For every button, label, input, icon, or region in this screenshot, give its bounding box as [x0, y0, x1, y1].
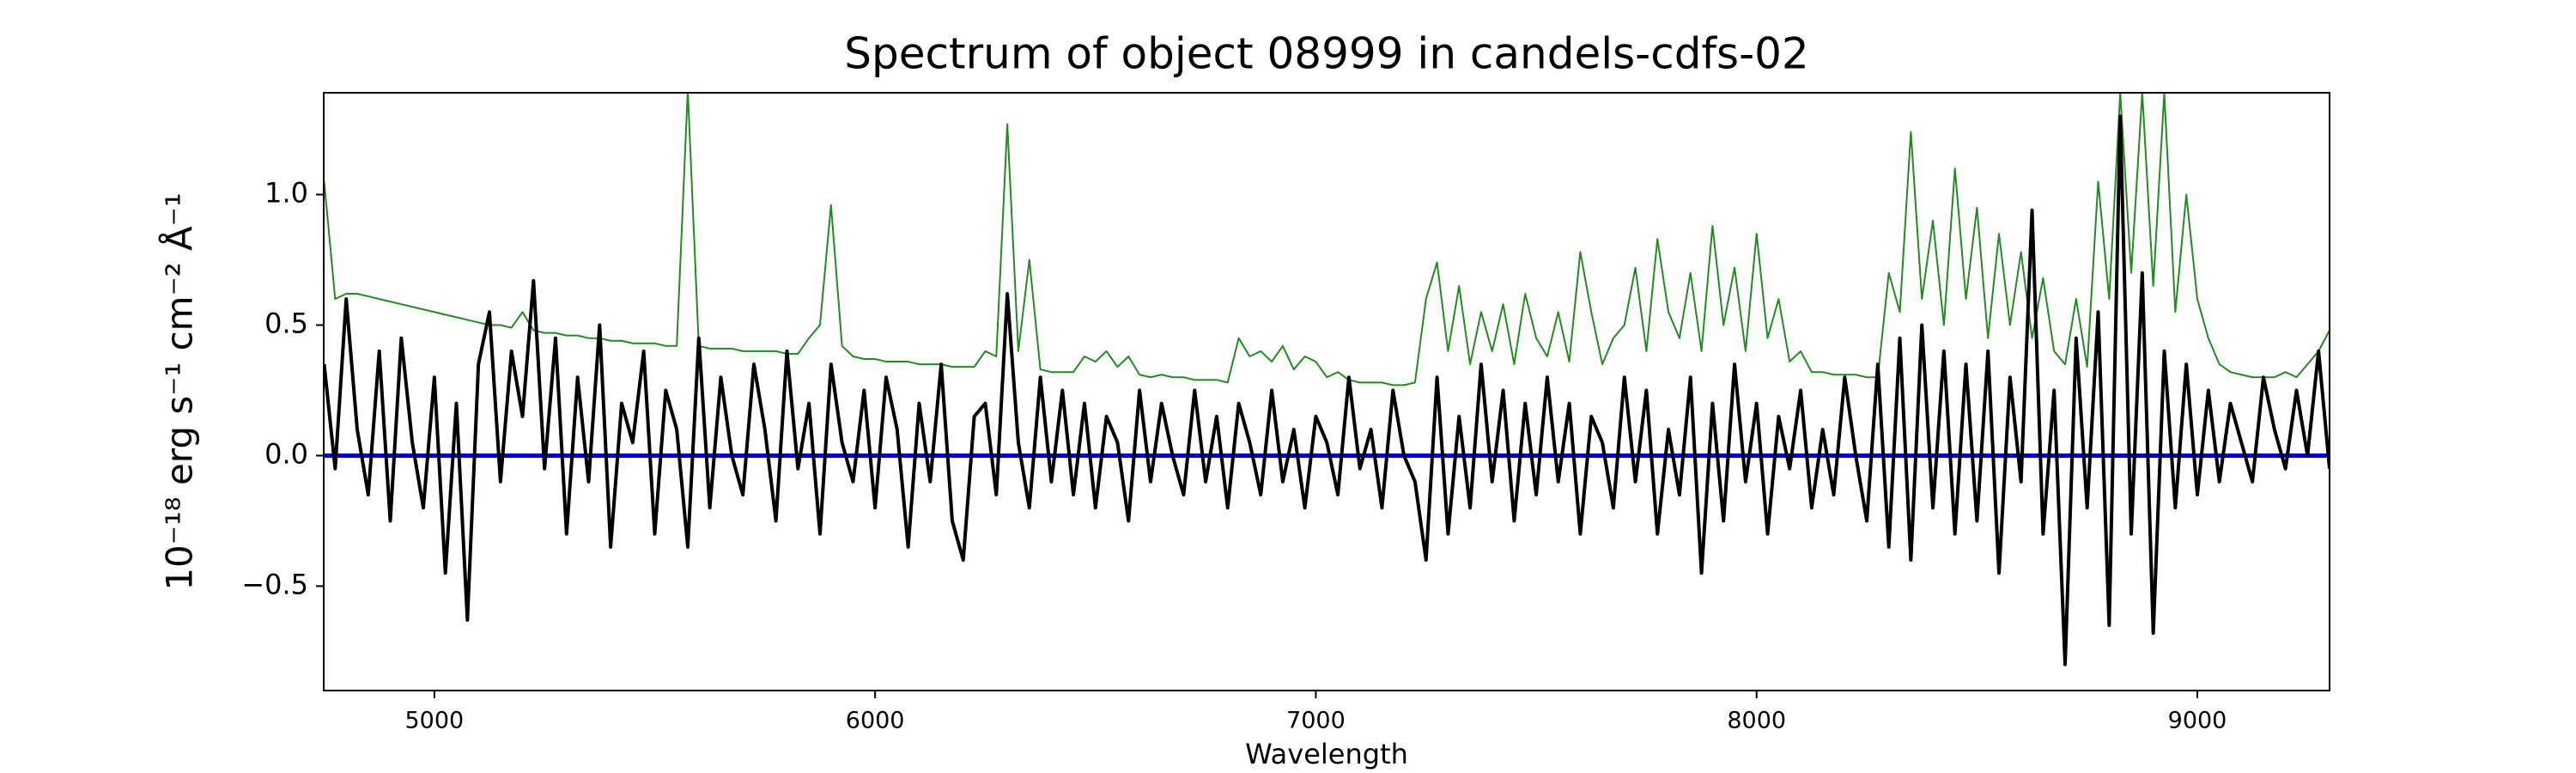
y-tick-label: 1.0	[264, 177, 308, 210]
x-tick-label: 9000	[2168, 708, 2227, 734]
y-tick-label: 0.5	[264, 307, 308, 339]
spectrum-line	[324, 93, 2330, 386]
y-tick-label: −0.5	[241, 568, 308, 600]
x-tick-label: 7000	[1286, 708, 1346, 734]
chart-title: Spectrum of object 08999 in candels-cdfs…	[844, 29, 1809, 79]
plot-area	[324, 93, 2330, 666]
x-tick-label: 6000	[846, 708, 905, 734]
plot-frame	[323, 92, 2330, 691]
y-axis-label: 10⁻¹⁸ erg s⁻¹ cm⁻² Å⁻¹	[158, 192, 201, 590]
x-tick-label: 8000	[1727, 708, 1786, 734]
y-tick-label: 0.0	[264, 437, 308, 470]
x-axis-label: Wavelength	[1245, 738, 1408, 770]
spectrum-line	[324, 114, 2330, 666]
x-tick-label: 5000	[404, 708, 464, 734]
